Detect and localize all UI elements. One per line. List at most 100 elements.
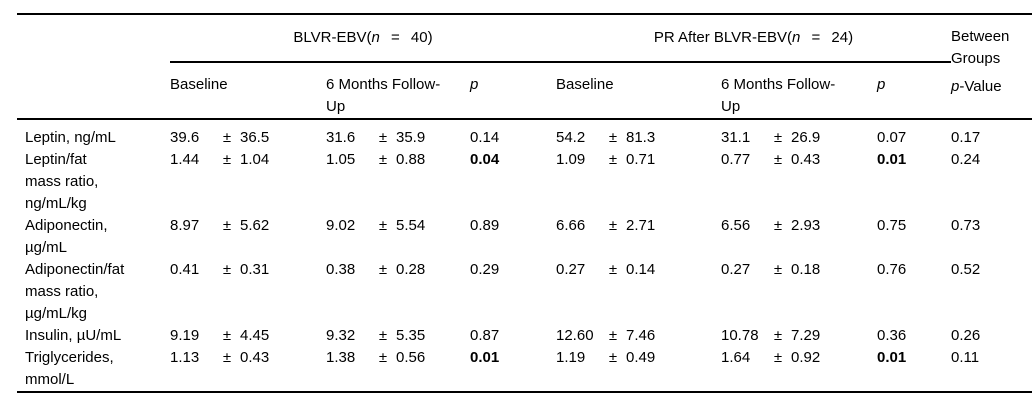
mean-value: 9.32 bbox=[326, 327, 356, 344]
mean-value: 0.27 bbox=[556, 261, 586, 278]
row-label: Leptin, ng/mL bbox=[25, 129, 116, 146]
between-groups-p-value-label: p-Value bbox=[951, 76, 1032, 98]
mean-value: 10.78 bbox=[721, 327, 759, 344]
row-label: Triglycerides, mmol/L bbox=[25, 349, 114, 388]
cell-g1-p: 0.29 bbox=[470, 261, 500, 278]
followup-label: 6 Months Follow-Up bbox=[326, 76, 441, 115]
p-italic: p bbox=[951, 78, 960, 95]
sd-value: 4.45 bbox=[240, 327, 270, 344]
sd-value: 0.43 bbox=[240, 349, 270, 366]
cell-g2-baseline: 1.09 ±0.71 bbox=[556, 149, 721, 171]
mean-value: 31.1 bbox=[721, 129, 751, 146]
cell-g1-baseline: 1.44 ±1.04 bbox=[170, 149, 326, 171]
plus-minus-symbol: ± bbox=[773, 217, 783, 234]
col-header-g1-followup: 6 Months Follow-Up bbox=[326, 63, 470, 118]
cell-g1-p: 0.89 bbox=[470, 217, 500, 234]
plus-minus-symbol: ± bbox=[222, 349, 232, 366]
mean-value: 1.38 bbox=[326, 349, 356, 366]
plus-minus-symbol: ± bbox=[773, 261, 783, 278]
sd-value: 0.92 bbox=[791, 349, 821, 366]
col-header-g2-baseline: Baseline bbox=[556, 76, 614, 93]
mean-value: 9.19 bbox=[170, 327, 200, 344]
plus-minus-symbol: ± bbox=[222, 151, 232, 168]
cell-g2-p: 0.01 bbox=[877, 349, 907, 366]
group-header-pr-after-blvr-ebv: PR After BLVR-EBV(n = 24) bbox=[556, 15, 951, 63]
plus-minus-symbol: ± bbox=[222, 129, 232, 146]
table-header: BLVR-EBV(n = 40) PR After BLVR-EBV(n = 2… bbox=[17, 15, 1032, 120]
cell-g2-p: 0.76 bbox=[877, 261, 907, 278]
mean-value: 0.38 bbox=[326, 261, 356, 278]
sd-value: 0.28 bbox=[396, 261, 426, 278]
table-row-insulin: Insulin, µU/mL 9.19 ±4.45 9.32 ±5.35 0.87 … bbox=[17, 325, 1032, 347]
row-label: Leptin/fat mass ratio, ng/mL/kg bbox=[25, 151, 99, 212]
group1-n-symbol: n bbox=[371, 29, 380, 46]
sd-value: 81.3 bbox=[626, 129, 656, 146]
cell-g1-baseline: 9.19 ±4.45 bbox=[170, 325, 326, 347]
sd-value: 0.88 bbox=[396, 151, 426, 168]
group2-n-symbol: n bbox=[791, 29, 801, 46]
cell-g2-followup: 0.27 ±0.18 bbox=[721, 259, 877, 281]
cell-g2-baseline: 0.27 ±0.14 bbox=[556, 259, 721, 281]
cell-between-groups-p: 0.17 bbox=[951, 129, 981, 146]
plus-minus-symbol: ± bbox=[378, 217, 388, 234]
cell-g1-followup: 9.32 ±5.35 bbox=[326, 325, 470, 347]
plus-minus-symbol: ± bbox=[608, 327, 618, 344]
table-body: Leptin, ng/mL 39.6 ±36.5 31.6 ±35.9 0.14 5… bbox=[17, 120, 1032, 393]
cell-g1-baseline: 1.13 ±0.43 bbox=[170, 347, 326, 369]
cell-g1-baseline: 39.6 ±36.5 bbox=[170, 127, 326, 149]
mean-value: 1.09 bbox=[556, 151, 586, 168]
cell-between-groups-p: 0.73 bbox=[951, 217, 981, 234]
cell-g2-baseline: 6.66 ±2.71 bbox=[556, 215, 721, 237]
cell-g2-followup: 31.1 ±26.9 bbox=[721, 127, 877, 149]
plus-minus-symbol: ± bbox=[773, 349, 783, 366]
cell-g2-baseline: 1.19 ±0.49 bbox=[556, 347, 721, 369]
row-label-cell: Adiponectin/fat mass ratio, µg/mL/kg bbox=[17, 259, 170, 325]
cell-g2-baseline: 12.60 ±7.46 bbox=[556, 325, 721, 347]
plus-minus-symbol: ± bbox=[608, 129, 618, 146]
sd-value: 36.5 bbox=[240, 129, 270, 146]
sd-value: 0.43 bbox=[791, 151, 821, 168]
cell-g2-p: 0.07 bbox=[877, 129, 907, 146]
mean-value: 31.6 bbox=[326, 129, 356, 146]
cell-g1-followup: 1.38 ±0.56 bbox=[326, 347, 470, 369]
sd-value: 0.14 bbox=[626, 261, 656, 278]
mean-value: 0.77 bbox=[721, 151, 751, 168]
plus-minus-symbol: ± bbox=[773, 327, 783, 344]
sd-value: 0.56 bbox=[396, 349, 426, 366]
sd-value: 5.62 bbox=[240, 217, 270, 234]
group-header-blvr-ebv: BLVR-EBV(n = 40) bbox=[170, 15, 556, 63]
cell-g1-baseline: 8.97 ±5.62 bbox=[170, 215, 326, 237]
sd-value: 1.04 bbox=[240, 151, 270, 168]
col-header-g2-p: p bbox=[877, 76, 886, 93]
mean-value: 6.56 bbox=[721, 217, 751, 234]
sd-value: 0.18 bbox=[791, 261, 821, 278]
table-row-leptin-fat-ratio: Leptin/fat mass ratio, ng/mL/kg 1.44 ±1.0… bbox=[17, 149, 1032, 215]
table-row-adiponectin: Adiponectin, µg/mL 8.97 ±5.62 9.02 ±5.54 0… bbox=[17, 215, 1032, 259]
row-label-cell: Adiponectin, µg/mL bbox=[17, 215, 170, 259]
cell-g2-p: 0.36 bbox=[877, 327, 907, 344]
cell-g1-followup: 0.38 ±0.28 bbox=[326, 259, 470, 281]
table-row-triglycerides: Triglycerides, mmol/L 1.13 ±0.43 1.38 ±0.5… bbox=[17, 347, 1032, 391]
cell-g1-followup: 1.05 ±0.88 bbox=[326, 149, 470, 171]
col-header-g1-p: p bbox=[470, 76, 479, 93]
cell-between-groups-p: 0.24 bbox=[951, 151, 981, 168]
cell-g2-followup: 0.77 ±0.43 bbox=[721, 149, 877, 171]
cell-g1-p: 0.01 bbox=[470, 349, 500, 366]
plus-minus-symbol: ± bbox=[608, 151, 618, 168]
mean-value: 12.60 bbox=[556, 327, 594, 344]
mean-value: 54.2 bbox=[556, 129, 586, 146]
row-label-cell: Leptin, ng/mL bbox=[17, 127, 170, 149]
sd-value: 26.9 bbox=[791, 129, 821, 146]
row-label-cell: Insulin, µU/mL bbox=[17, 325, 170, 347]
row-label-cell: Leptin/fat mass ratio, ng/mL/kg bbox=[17, 149, 170, 215]
row-label-cell: Triglycerides, mmol/L bbox=[17, 347, 170, 391]
cell-g1-p: 0.14 bbox=[470, 129, 500, 146]
plus-minus-symbol: ± bbox=[608, 217, 618, 234]
mean-value: 1.44 bbox=[170, 151, 200, 168]
cell-g2-followup: 1.64 ±0.92 bbox=[721, 347, 877, 369]
cell-g1-followup: 9.02 ±5.54 bbox=[326, 215, 470, 237]
group1-n-value: = 40) bbox=[379, 29, 433, 46]
sd-value: 5.54 bbox=[396, 217, 426, 234]
group2-n-value: = 24) bbox=[800, 29, 854, 46]
plus-minus-symbol: ± bbox=[378, 129, 388, 146]
